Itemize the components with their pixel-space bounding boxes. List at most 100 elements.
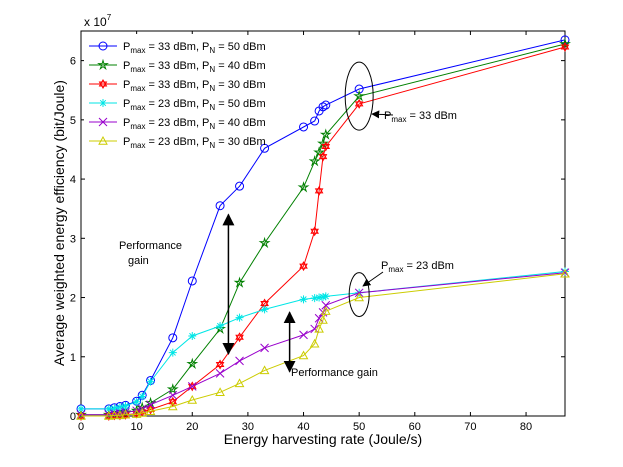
data-point-triangle bbox=[109, 410, 120, 420]
data-point-circle bbox=[318, 102, 328, 112]
data-point-star bbox=[319, 128, 332, 140]
data-point-star bbox=[559, 37, 571, 50]
series-layer bbox=[75, 35, 571, 421]
data-point-hexagram bbox=[235, 332, 244, 340]
data-point-asterisk bbox=[77, 404, 85, 413]
data-point-hexagram bbox=[168, 399, 178, 407]
data-point-circle bbox=[187, 276, 197, 286]
legend-label: Pmax = 33 dBm, PN = 40 dBm bbox=[123, 60, 266, 74]
data-point-asterisk bbox=[315, 293, 324, 302]
x-tick-label: 20 bbox=[186, 421, 198, 433]
pmax33-arrow bbox=[371, 110, 394, 119]
series-line bbox=[81, 273, 566, 417]
x-tick-label: 60 bbox=[409, 421, 421, 433]
y-tick-label: 5 bbox=[70, 115, 76, 127]
data-point-triangle bbox=[354, 292, 365, 302]
data-point-asterisk bbox=[235, 313, 244, 322]
x-tick-label: 30 bbox=[242, 421, 254, 433]
data-point-x bbox=[299, 330, 308, 340]
data-point-hexagram bbox=[215, 361, 225, 370]
data-point-triangle bbox=[259, 365, 270, 375]
legend-pmax: 23 bbox=[158, 136, 170, 148]
data-point-hexagram bbox=[310, 228, 319, 237]
data-point-hexagram bbox=[560, 44, 570, 52]
legend-entry-5: Pmax = 23 dBm, PN = 30 dBm bbox=[89, 135, 266, 150]
data-point-asterisk bbox=[310, 294, 319, 303]
data-point-star bbox=[97, 58, 109, 71]
data-point-star bbox=[166, 383, 179, 395]
legend-pmax: 33 bbox=[158, 41, 170, 53]
pmax33-unit: dBm bbox=[434, 110, 457, 122]
data-point-asterisk bbox=[138, 392, 147, 401]
legend-pmax: 33 bbox=[158, 79, 170, 91]
x-tick-label: 10 bbox=[131, 421, 143, 433]
data-point-hexagram bbox=[318, 154, 328, 162]
x-tick-label: 70 bbox=[464, 421, 476, 433]
legend-pn: 30 bbox=[228, 136, 240, 148]
legend-entry-3: Pmax = 23 dBm, PN = 50 dBm bbox=[89, 98, 266, 112]
data-point-star bbox=[297, 181, 310, 193]
data-point-asterisk bbox=[104, 404, 113, 413]
y-axis-label: Average weighted energy efficiency (bit/… bbox=[51, 80, 67, 366]
data-point-triangle bbox=[234, 378, 245, 388]
data-point-triangle bbox=[98, 135, 108, 145]
data-point-star bbox=[186, 357, 199, 369]
data-point-triangle bbox=[314, 323, 324, 333]
y-tick-label: 2 bbox=[70, 293, 76, 305]
data-point-circle bbox=[299, 122, 309, 132]
data-point-x bbox=[146, 400, 155, 410]
data-point-hexagram bbox=[260, 300, 269, 309]
x-tick-label: 40 bbox=[297, 421, 309, 433]
legend-label: Pmax = 23 dBm, PN = 50 dBm bbox=[123, 98, 266, 112]
legend-pn: 30 bbox=[228, 79, 240, 91]
data-point-star bbox=[308, 155, 321, 167]
data-point-triangle bbox=[103, 410, 114, 420]
data-point-x bbox=[310, 324, 320, 334]
x-tick-label: 0 bbox=[78, 421, 84, 433]
data-point-hexagram bbox=[321, 144, 331, 152]
legend-pmax: 23 bbox=[158, 98, 170, 110]
data-point-asterisk bbox=[321, 292, 330, 301]
legend-entry-1: Pmax = 33 dBm, PN = 40 dBm bbox=[89, 58, 266, 74]
legend-entry-0: Pmax = 33 dBm, PN = 50 dBm bbox=[89, 41, 266, 55]
y-tick-label: 3 bbox=[70, 233, 76, 245]
data-point-triangle bbox=[167, 401, 178, 411]
data-point-asterisk bbox=[121, 401, 130, 410]
data-point-hexagram bbox=[560, 41, 570, 50]
legend-entry-4: Pmax = 23 dBm, PN = 40 dBm bbox=[89, 117, 266, 131]
pmax33-ellipse bbox=[344, 61, 374, 131]
data-point-hexagram bbox=[310, 226, 319, 234]
data-point-hexagram bbox=[235, 334, 244, 343]
performance-gain-label-1: Performance gain bbox=[119, 240, 185, 267]
data-point-hexagram bbox=[215, 359, 225, 367]
legend-pn: 40 bbox=[228, 117, 240, 129]
data-point-circle bbox=[235, 181, 245, 191]
data-point-hexagram bbox=[98, 81, 108, 89]
performance-gain-line1: Performance bbox=[119, 240, 182, 252]
legend-pn: 40 bbox=[228, 60, 240, 72]
data-point-triangle bbox=[320, 306, 331, 315]
x-tick-label: 80 bbox=[520, 421, 532, 433]
data-point-asterisk bbox=[168, 348, 177, 357]
y-tick-label: 1 bbox=[70, 352, 76, 364]
data-point-circle bbox=[321, 100, 331, 110]
data-point-triangle bbox=[145, 406, 156, 415]
data-point-asterisk bbox=[99, 99, 107, 107]
data-point-star bbox=[353, 89, 366, 102]
data-point-star bbox=[258, 236, 271, 249]
performance-gain-label-2: Performance gain bbox=[291, 367, 378, 379]
legend-pmax: 33 bbox=[158, 60, 170, 72]
legend-entry-2: Pmax = 33 dBm, PN = 30 dBm bbox=[89, 79, 266, 93]
data-point-x bbox=[321, 300, 331, 310]
legend-label: Pmax = 33 dBm, PN = 50 dBm bbox=[123, 41, 266, 55]
data-point-asterisk bbox=[146, 377, 155, 386]
data-point-circle bbox=[260, 143, 270, 153]
performance-gain-line2: gain bbox=[128, 255, 149, 267]
pmax23-unit: dBm bbox=[431, 260, 454, 272]
data-point-triangle bbox=[309, 338, 320, 348]
data-point-triangle bbox=[131, 409, 142, 418]
data-point-hexagram bbox=[168, 396, 178, 405]
pmax23-ellipse bbox=[348, 272, 370, 318]
legend: Pmax = 33 dBm, PN = 50 dBm Pmax = 33 dBm,… bbox=[84, 34, 266, 154]
